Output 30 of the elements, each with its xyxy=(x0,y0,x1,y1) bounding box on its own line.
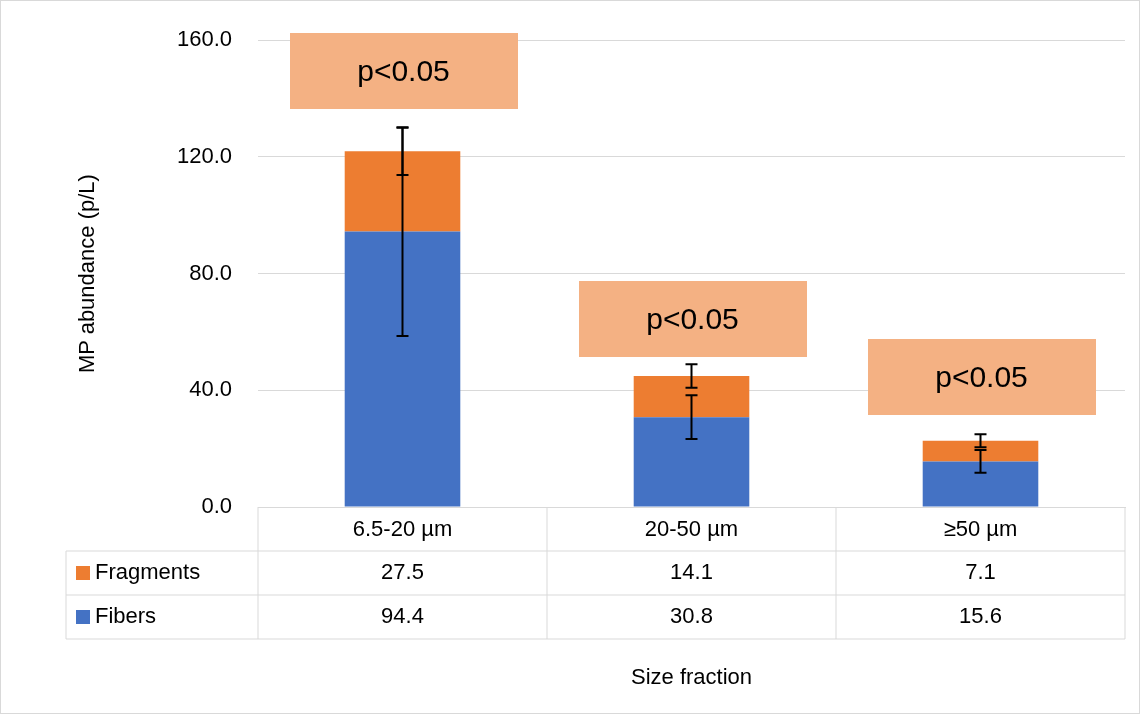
bar xyxy=(922,440,1039,462)
data-label: 14.1 xyxy=(670,559,713,585)
bar xyxy=(633,376,750,418)
bar xyxy=(922,461,1039,507)
annotation: p<0.05 xyxy=(357,54,450,88)
annotation: p<0.05 xyxy=(646,302,739,336)
data-label: 7.1 xyxy=(965,559,996,585)
note-box: p<0.05 xyxy=(289,33,518,109)
bar xyxy=(344,151,461,232)
y-tick-label: 40.0 xyxy=(189,376,232,402)
data-label: 15.6 xyxy=(959,603,1002,629)
x-tick-label: 6.5-20 µm xyxy=(352,516,453,542)
legend-label: Fragments xyxy=(95,559,201,585)
data-label: 30.8 xyxy=(670,603,713,629)
data-label: 94.4 xyxy=(381,603,424,629)
legend-label: Fibers xyxy=(95,603,157,629)
text: Size fraction xyxy=(630,664,753,689)
x-tick-label: ≥50 µm xyxy=(943,516,1018,542)
x-tick-label: 20-50 µm xyxy=(644,516,739,542)
bar xyxy=(344,231,461,507)
y-tick-label: 120.0 xyxy=(176,142,232,168)
y-axis-title: MP abundance (p/L) xyxy=(74,174,100,374)
y-tick-label: 80.0 xyxy=(189,259,232,285)
y-tick-label: 160.0 xyxy=(176,26,232,52)
note-box: p<0.05 xyxy=(867,339,1096,415)
data-label: 27.5 xyxy=(381,559,424,585)
y-tick-label: 0.0 xyxy=(201,493,232,519)
note-box: p<0.05 xyxy=(578,281,807,357)
annotation: p<0.05 xyxy=(935,360,1028,394)
bar xyxy=(633,417,750,507)
